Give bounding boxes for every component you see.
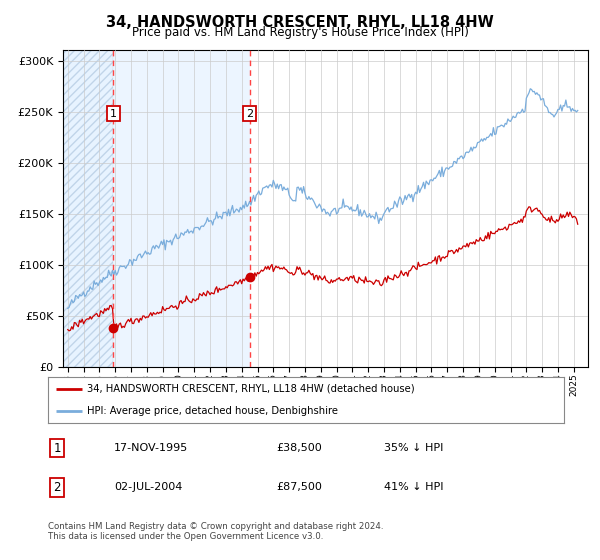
Text: 17-NOV-1995: 17-NOV-1995 <box>114 443 188 453</box>
Text: HPI: Average price, detached house, Denbighshire: HPI: Average price, detached house, Denb… <box>86 406 338 416</box>
Text: 02-JUL-2004: 02-JUL-2004 <box>114 482 182 492</box>
Text: Contains HM Land Registry data © Crown copyright and database right 2024.
This d: Contains HM Land Registry data © Crown c… <box>48 522 383 542</box>
Bar <box>113 50 250 367</box>
Text: £87,500: £87,500 <box>276 482 322 492</box>
Text: 2: 2 <box>246 109 253 119</box>
Text: 1: 1 <box>110 109 117 119</box>
Text: 34, HANDSWORTH CRESCENT, RHYL, LL18 4HW (detached house): 34, HANDSWORTH CRESCENT, RHYL, LL18 4HW … <box>86 384 415 394</box>
Text: 34, HANDSWORTH CRESCENT, RHYL, LL18 4HW: 34, HANDSWORTH CRESCENT, RHYL, LL18 4HW <box>106 15 494 30</box>
Bar <box>63 50 113 367</box>
Text: Price paid vs. HM Land Registry's House Price Index (HPI): Price paid vs. HM Land Registry's House … <box>131 26 469 39</box>
Text: 1: 1 <box>53 441 61 455</box>
Text: £38,500: £38,500 <box>276 443 322 453</box>
Text: 2: 2 <box>53 480 61 494</box>
Text: 35% ↓ HPI: 35% ↓ HPI <box>384 443 443 453</box>
Text: 41% ↓ HPI: 41% ↓ HPI <box>384 482 443 492</box>
